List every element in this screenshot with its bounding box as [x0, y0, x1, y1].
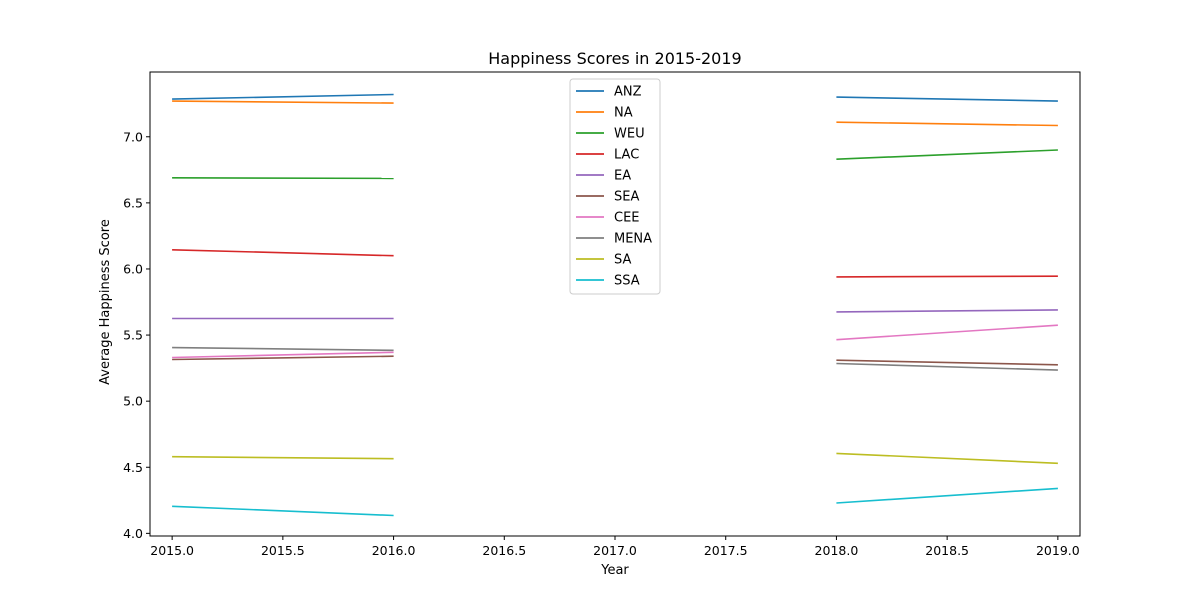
series-line-ssa-1 — [172, 505, 394, 517]
legend-label: CEE — [614, 211, 640, 226]
legend-item-weu: WEU — [576, 127, 645, 142]
series-line-lac-1 — [172, 249, 394, 257]
legend-item-sea: SEA — [576, 190, 639, 205]
legend-label: SEA — [614, 190, 639, 205]
series-line-anz-1 — [172, 93, 394, 100]
series-lac — [172, 249, 1058, 278]
series-line-weu-1 — [172, 177, 394, 180]
series-line-weu-2 — [836, 149, 1058, 160]
series-cee — [172, 324, 1058, 359]
series-line-mena-2 — [836, 362, 1058, 371]
legend-item-cee: CEE — [576, 211, 640, 226]
series-line-na-2 — [836, 121, 1058, 127]
legend-item-mena: MENA — [576, 232, 652, 247]
legend-label: ANZ — [614, 85, 642, 100]
x-axis: 2015.0 2015.5 2016.0 2016.5 2017.0 2017.5 2018… — [150, 536, 1080, 558]
series-weu — [172, 149, 1058, 180]
series-line-sea-2 — [836, 359, 1058, 366]
legend-label: WEU — [614, 127, 645, 142]
series-line-sa-2 — [836, 452, 1058, 465]
y-tick-label: 6.0 — [123, 261, 143, 276]
legend-label: MENA — [614, 232, 652, 247]
y-tick-label: 5.0 — [123, 394, 143, 409]
series-line-sa-1 — [172, 455, 394, 460]
series-line-sea-1 — [172, 355, 394, 361]
series-line-ea-2 — [836, 309, 1058, 313]
legend-item-lac: LAC — [576, 148, 639, 163]
legend-label: SSA — [614, 274, 640, 289]
series-mena — [172, 346, 1058, 371]
x-tick-label: 2017.0 — [593, 543, 637, 558]
series-anz — [172, 93, 1058, 102]
y-tick-label: 7.0 — [123, 129, 143, 144]
legend: ANZ NA WEU LAC EA SEA CEE MENA SA SSA — [569, 78, 661, 295]
series-line-cee-1 — [172, 351, 394, 359]
y-axis-label: Average Happiness Score — [98, 219, 113, 385]
series-line-anz-2 — [836, 96, 1058, 102]
x-tick-label: 2015.0 — [150, 543, 194, 558]
y-tick-label: 5.5 — [123, 328, 143, 343]
series-line-mena-1 — [172, 346, 394, 352]
series-na — [172, 100, 1058, 127]
series-sa — [172, 452, 1058, 465]
x-tick-label: 2018.5 — [925, 543, 969, 558]
chart-title: Happiness Scores in 2015-2019 — [488, 49, 741, 68]
legend-item-ssa: SSA — [576, 274, 640, 289]
y-tick-label: 4.0 — [123, 526, 143, 541]
x-tick-label: 2016.0 — [372, 543, 416, 558]
legend-item-na: NA — [576, 106, 633, 121]
legend-label: LAC — [614, 148, 639, 163]
series-group — [172, 93, 1058, 517]
legend-label: NA — [614, 106, 633, 121]
series-line-lac-2 — [836, 275, 1058, 278]
legend-item-ea: EA — [576, 169, 631, 184]
x-tick-label: 2018.0 — [815, 543, 859, 558]
x-axis-label: Year — [600, 563, 629, 578]
legend-label: SA — [614, 253, 631, 268]
y-tick-label: 4.5 — [123, 460, 143, 475]
series-ssa — [172, 487, 1058, 517]
series-line-ssa-2 — [836, 487, 1058, 504]
series-ea — [172, 309, 1058, 320]
series-sea — [172, 355, 1058, 366]
legend-label: EA — [614, 169, 631, 184]
x-tick-label: 2016.5 — [482, 543, 526, 558]
x-tick-label: 2019.0 — [1036, 543, 1080, 558]
series-line-na-1 — [172, 100, 394, 104]
y-tick-label: 6.5 — [123, 195, 143, 210]
x-tick-label: 2015.5 — [261, 543, 305, 558]
series-line-cee-2 — [836, 324, 1058, 341]
x-tick-label: 2017.5 — [704, 543, 748, 558]
y-axis: 4.0 4.5 5.0 5.5 6.0 6.5 7.0 — [123, 129, 150, 541]
legend-item-sa: SA — [576, 253, 631, 268]
legend-item-anz: ANZ — [576, 85, 642, 100]
